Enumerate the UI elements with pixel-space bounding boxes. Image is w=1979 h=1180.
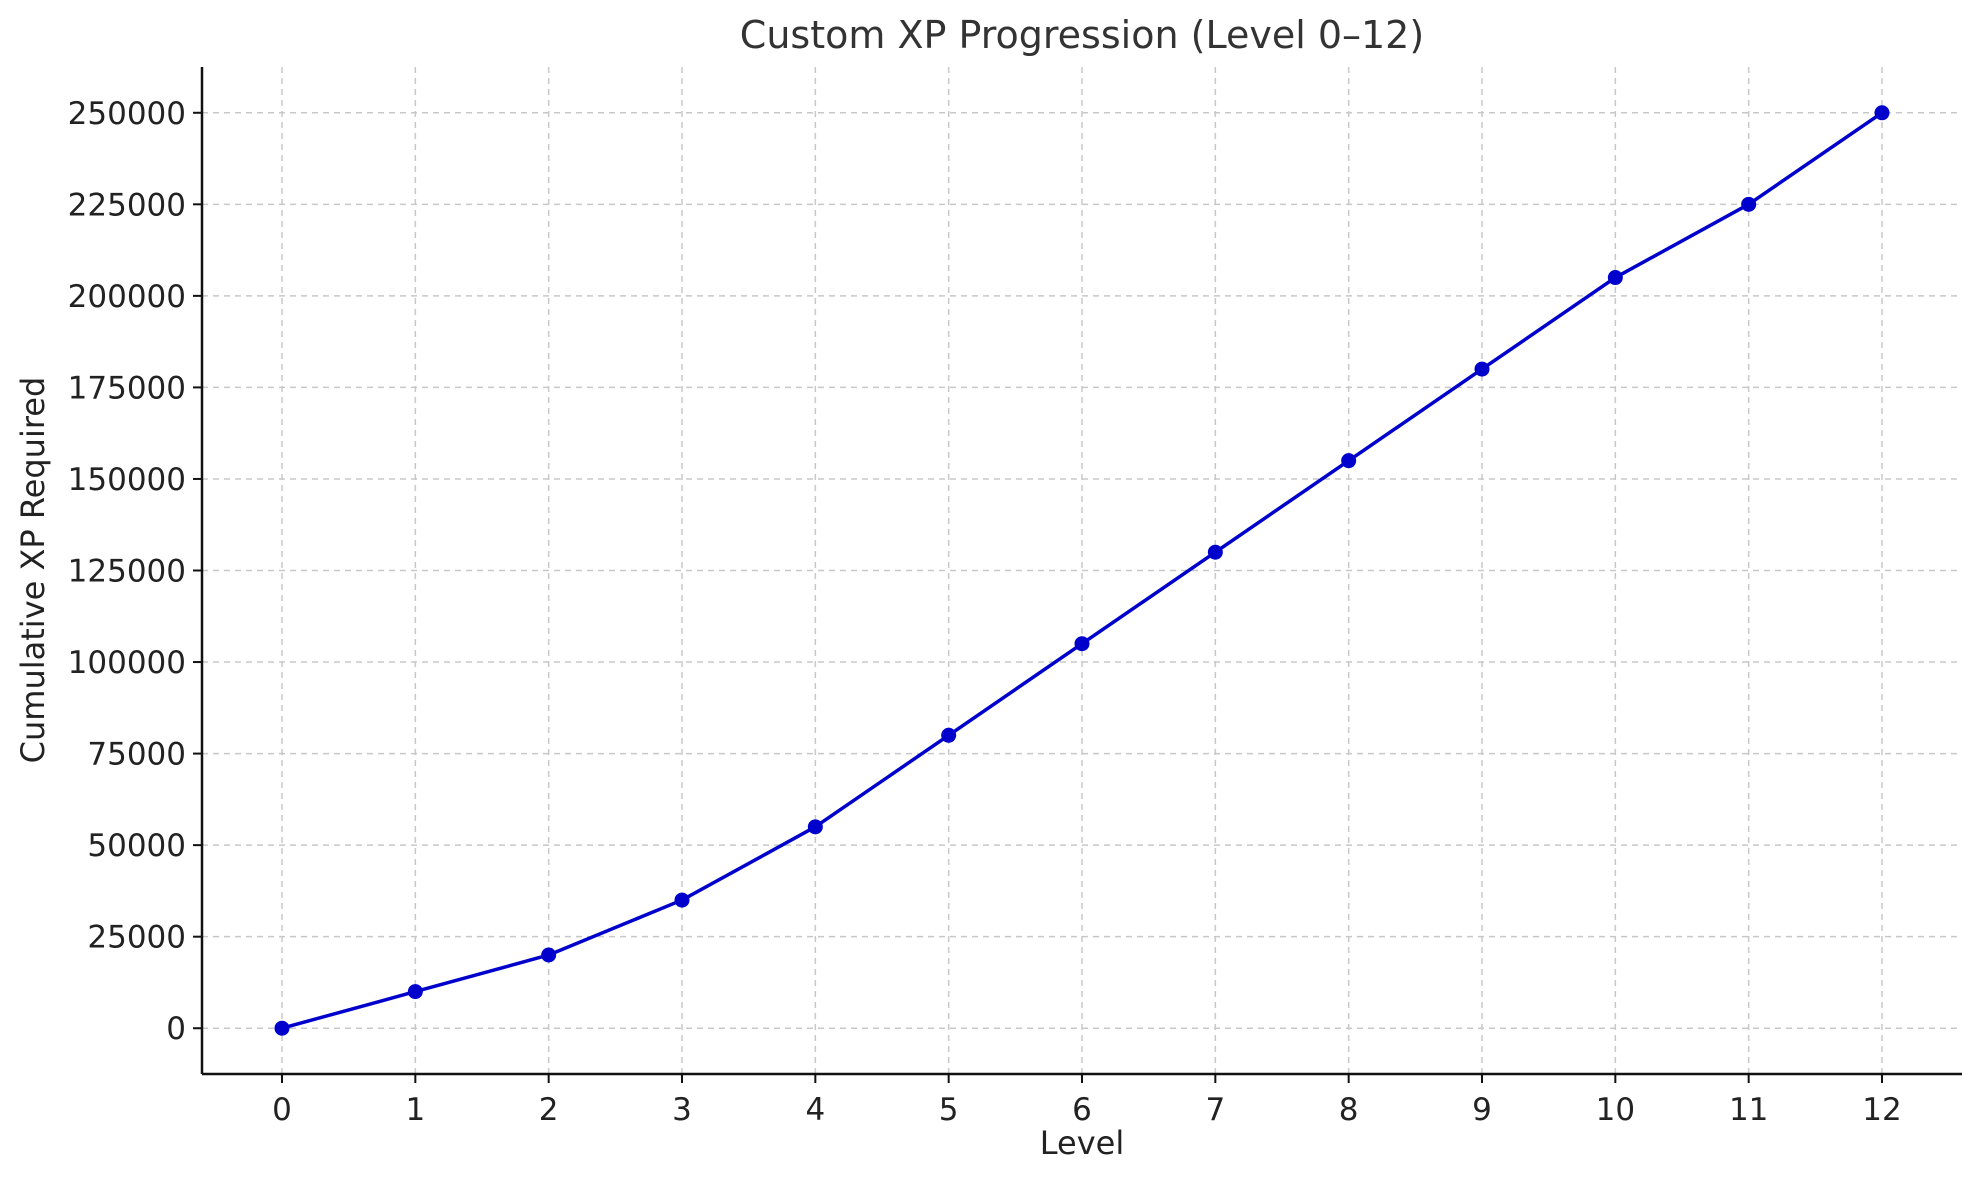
data-point-3 (674, 892, 690, 908)
series-layer (274, 105, 1890, 1036)
data-point-6 (1074, 636, 1090, 652)
y-tick-label-6: 150000 (68, 462, 186, 498)
data-point-11 (1741, 196, 1757, 212)
y-tick-label-5: 125000 (68, 554, 186, 590)
data-point-9 (1474, 361, 1490, 377)
x-tick-label-1: 1 (405, 1092, 425, 1128)
x-tick-label-3: 3 (672, 1092, 692, 1128)
x-tick-label-10: 10 (1596, 1092, 1635, 1128)
y-tick-label-0: 0 (166, 1011, 186, 1047)
y-tick-label-7: 175000 (68, 370, 186, 406)
y-tick-label-2: 50000 (87, 828, 186, 864)
x-tick-label-9: 9 (1472, 1092, 1492, 1128)
x-axis-ticks: 0 1 2 3 4 5 6 7 8 9 10 11 12 (272, 1074, 1902, 1128)
grid (202, 67, 1962, 1074)
data-point-0 (274, 1020, 290, 1036)
y-tick-label-8: 200000 (68, 279, 186, 315)
y-tick-label-3: 75000 (87, 737, 186, 773)
x-tick-label-11: 11 (1729, 1092, 1768, 1128)
data-point-8 (1341, 453, 1357, 469)
y-tick-label-4: 100000 (68, 645, 186, 681)
y-tick-label-10: 250000 (68, 96, 186, 132)
x-tick-label-0: 0 (272, 1092, 292, 1128)
y-axis-ticks: 0 25000 50000 75000 100000 125000 150000 175000… (68, 96, 202, 1047)
y-tick-label-1: 25000 (87, 920, 186, 956)
data-point-10 (1607, 270, 1623, 286)
data-point-12 (1874, 105, 1890, 121)
x-tick-label-12: 12 (1862, 1092, 1901, 1128)
y-tick-label-9: 225000 (68, 187, 186, 223)
x-tick-label-4: 4 (805, 1092, 825, 1128)
data-point-1 (407, 984, 423, 1000)
chart-title: Custom XP Progression (Level 0–12) (740, 13, 1424, 57)
x-tick-label-6: 6 (1072, 1092, 1092, 1128)
data-point-4 (807, 819, 823, 835)
data-point-5 (941, 727, 957, 743)
x-tick-label-7: 7 (1205, 1092, 1225, 1128)
data-point-2 (541, 947, 557, 963)
x-axis-label: Level (1040, 1124, 1124, 1162)
x-tick-label-5: 5 (939, 1092, 959, 1128)
y-axis-label: Cumulative XP Required (14, 377, 52, 764)
data-point-7 (1207, 544, 1223, 560)
x-tick-label-8: 8 (1339, 1092, 1359, 1128)
x-tick-label-2: 2 (539, 1092, 559, 1128)
